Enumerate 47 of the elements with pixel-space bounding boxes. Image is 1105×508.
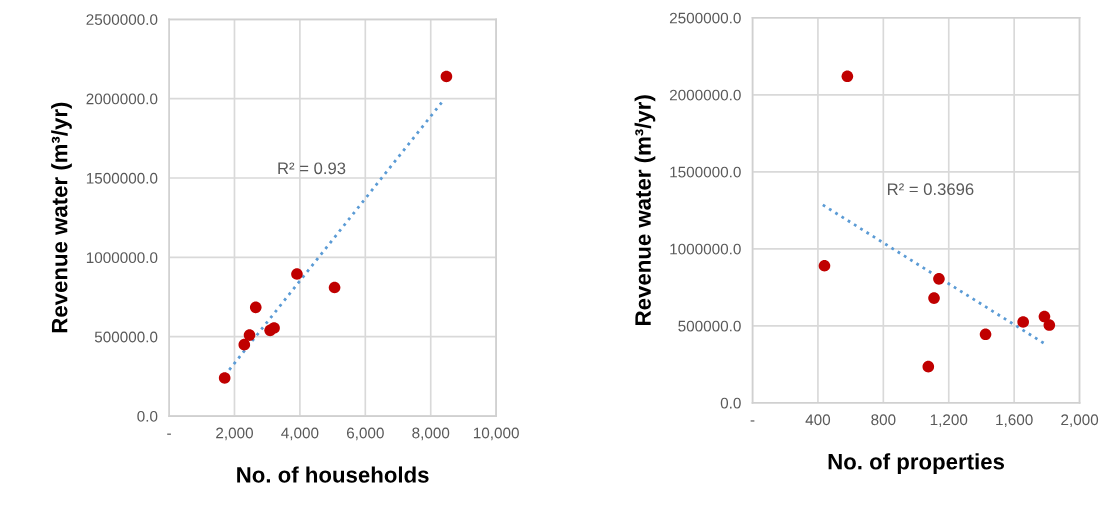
y-tick-label: 1000000.0 (86, 252, 158, 264)
point (1038, 310, 1051, 323)
x-tick-label: 10,000 (473, 427, 519, 441)
x-tick-label: 1,600 (996, 414, 1033, 427)
point (440, 70, 453, 83)
x-tick-label: 1,200 (930, 414, 968, 427)
y-tick-label: 0.0 (137, 410, 158, 422)
point (243, 329, 256, 341)
point (1017, 316, 1029, 328)
point (1043, 319, 1056, 331)
x-tick-label: 6,000 (346, 427, 384, 441)
point (291, 268, 303, 280)
point (933, 273, 945, 285)
y-tick-label: 0.0 (720, 397, 741, 409)
annotation: R² = 0.93 (278, 162, 346, 175)
x-tick-label: 2,000 (1061, 414, 1099, 427)
y-tick-label: 1500000.0 (670, 166, 741, 178)
point (841, 70, 854, 83)
point (328, 281, 341, 294)
x-axis-title: No. of households (237, 466, 429, 483)
point (268, 322, 280, 334)
y-tick-label: 2000000.0 (86, 93, 158, 105)
x-tick-label: - (750, 420, 755, 422)
y-axis-title: Revenue water (m³/yr) (634, 95, 656, 325)
y-tick-label: 1500000.0 (86, 172, 158, 184)
y-tick-label: 2500000.0 (86, 14, 158, 25)
point (979, 328, 992, 341)
point (922, 360, 935, 373)
y-tick-label: 500000.0 (94, 331, 158, 343)
x-axis-title: No. of properties (828, 453, 1005, 474)
y-tick-label: 2000000.0 (669, 89, 741, 101)
x-tick-label: 4,000 (281, 427, 319, 441)
point (238, 338, 251, 351)
x-tick-label: 8,000 (412, 427, 450, 441)
annotation: R² = 0.3696 (887, 183, 974, 196)
y-tick-label: 2500000.0 (669, 12, 741, 24)
x-tick-label: - (167, 433, 171, 435)
y-axis-title: Revenue water (m³/yr) (51, 102, 72, 333)
y-tick-label: 1000000.0 (670, 243, 741, 255)
point (928, 292, 940, 304)
point (249, 301, 262, 314)
y-tick-label: 500000.0 (678, 320, 741, 332)
x-tick-label: 2,000 (216, 427, 253, 441)
point (818, 259, 831, 272)
x-tick-label: 800 (871, 414, 896, 426)
x-tick-label: 400 (805, 414, 831, 426)
point (218, 372, 231, 384)
